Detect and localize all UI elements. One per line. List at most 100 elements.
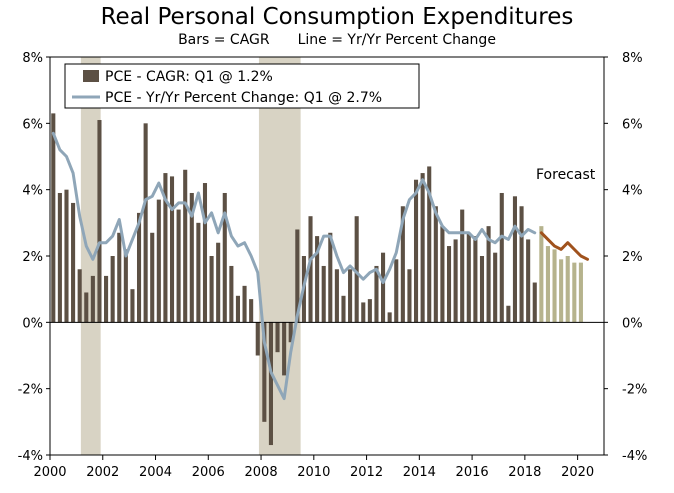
bar-46 [354,216,359,323]
bar-71 [519,206,524,323]
bar-58 [433,206,438,323]
x-tick-label: 2004 [139,465,172,480]
x-tick-label: 2010 [297,465,330,480]
bar-73 [532,282,537,323]
bar-52 [394,259,399,323]
x-tick-label: 2000 [33,465,66,480]
y-tick-label-left: 8% [22,51,43,66]
bar-1 [57,192,62,323]
bar-54 [407,269,412,323]
bar-30 [249,299,254,323]
bar-21 [189,192,194,323]
bar-34 [275,322,280,353]
x-tick-label: 2008 [245,465,278,480]
bar-53 [400,206,405,323]
bar-29 [242,285,247,323]
bar-26 [222,192,227,323]
bar-28 [235,295,241,323]
forecast-bar-2 [552,249,557,323]
bar-70 [512,196,518,323]
y-tick-label-right: -4% [622,449,647,464]
bar-0 [51,113,56,323]
bar-11 [123,249,128,323]
forecast-yoy-line [539,231,590,261]
bar-72 [526,239,531,323]
subtitle-line: Line = Yr/Yr Percent Change [297,32,496,48]
bar-27 [229,265,234,323]
bar-18 [169,176,175,323]
bar-41 [321,265,326,323]
bar-60 [446,246,452,323]
y-tick-label-right: -2% [622,383,647,398]
bar-22 [196,222,201,323]
y-tick-label-left: -2% [18,383,43,398]
bar-12 [130,289,135,323]
bar-8 [104,275,109,323]
bar-5 [84,292,89,323]
y-tick-label-left: 2% [22,250,43,265]
axes [46,56,608,460]
x-tick-label: 2016 [456,465,489,480]
bar-55 [413,179,419,323]
bar-45 [348,269,353,323]
bar-14 [143,123,148,323]
y-tick-label-left: 4% [22,184,43,199]
bar-31 [255,322,260,356]
bar-16 [156,199,161,323]
forecast-annotation: Forecast [536,167,596,183]
bar-15 [150,232,155,323]
bar-59 [440,226,445,323]
bar-9 [110,256,115,323]
bar-49 [374,265,379,323]
bar-64 [473,236,478,323]
bar-68 [499,192,504,323]
bar-25 [216,242,221,323]
bar-7 [97,120,102,323]
forecast-bar-5 [572,262,577,323]
bar-4 [77,269,82,323]
x-tick-label: 2014 [403,465,436,480]
y-tick-label-right: 6% [622,117,643,132]
bar-37 [295,229,300,323]
bar-43 [334,269,339,323]
legend-line-label: PCE - Yr/Yr Percent Change: Q1 @ 2.7% [105,90,382,106]
bar-57 [427,166,432,323]
bar-56 [420,173,425,323]
bar-23 [202,183,208,323]
forecast-bar-0 [539,226,544,323]
bar-36 [288,322,293,343]
bar-2 [64,189,69,323]
x-tick-label: 2012 [350,465,383,480]
bar-6 [90,275,95,323]
bar-51 [387,312,392,323]
x-tick-label: 2002 [86,465,119,480]
bar-65 [479,256,485,323]
legend-box [64,63,420,109]
y-tick-label-right: 4% [622,184,643,199]
bar-10 [117,232,122,323]
bar-48 [367,299,372,323]
x-tick-label: 2018 [508,465,541,480]
y-tick-label-left: 6% [22,117,43,132]
bar-39 [308,216,313,323]
forecast-bar-6 [578,262,583,323]
forecast-bar-4 [565,256,570,323]
bar-62 [460,209,465,323]
bar-3 [71,202,76,323]
y-tick-label-right: 2% [622,250,643,265]
bar-42 [328,232,333,323]
forecast-bar-1 [545,246,550,323]
subtitle-bars: Bars = CAGR [178,32,270,48]
forecast-bar-3 [559,259,564,323]
legend-bar-swatch [83,70,99,82]
line-series [51,131,590,401]
bar-24 [209,256,214,323]
legend-bars-label: PCE - CAGR: Q1 @ 1.2% [105,69,273,85]
bar-33 [268,322,273,446]
tick-labels: 8% 8%6% 6%4% 4%2% 2%0% 0%-2% -2%-4% -4%2000 2002… [18,51,648,480]
y-tick-label-right: 0% [622,316,643,331]
y-tick-label-left: 0% [22,316,43,331]
bar-44 [341,295,346,323]
bar-63 [466,232,471,323]
bar-69 [506,305,511,323]
